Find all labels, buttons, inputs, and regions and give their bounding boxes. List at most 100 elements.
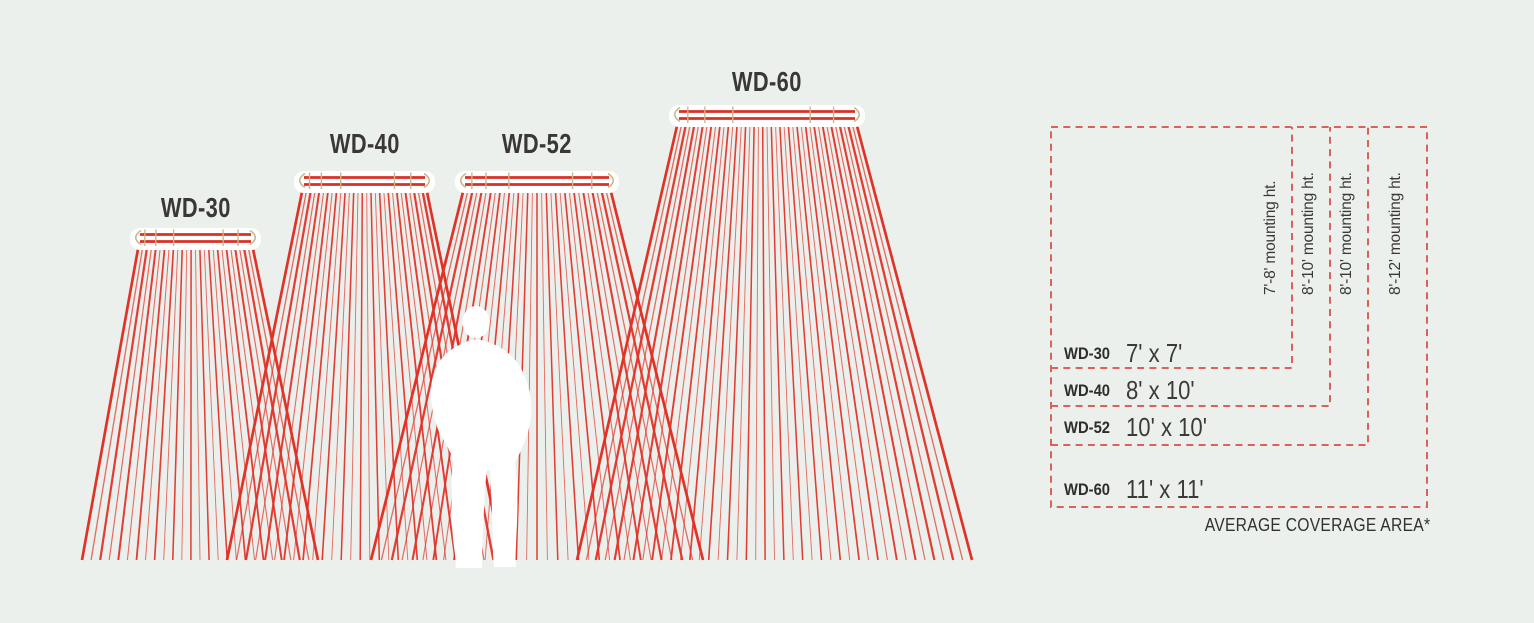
beam-ray — [380, 191, 469, 561]
fixture-endcap-right — [423, 172, 431, 189]
beam-ray — [761, 125, 766, 561]
mounting-height-label-wd-30: 7'-8' mounting ht. — [1262, 180, 1279, 295]
fixture-wd-52 — [455, 171, 619, 193]
beam-ray — [255, 191, 316, 561]
beam-ray — [340, 191, 355, 561]
fixture-endcap-right — [607, 172, 615, 189]
beam-ray — [813, 125, 879, 561]
legend-coverage-text: 8' x 10' — [1126, 375, 1195, 405]
fan-wd-60 — [575, 125, 974, 561]
heater-label-text: WD-60 — [732, 66, 802, 97]
legend-model-label: WD-52 — [1064, 412, 1117, 443]
legend-coverage-text: 10' x 10' — [1126, 412, 1207, 442]
beam-ray — [679, 125, 725, 561]
beam-ray — [181, 248, 188, 561]
legend-row-wd-40: WD-40 8' x 10' — [1064, 375, 1324, 406]
beam-ray — [144, 248, 170, 561]
heater-label-wd-60: WD-60 — [657, 66, 877, 98]
beam-ray — [390, 191, 474, 561]
beam-ray — [559, 191, 590, 561]
beam-ray — [244, 191, 312, 561]
beam-ray — [221, 248, 256, 561]
mounting-height-label-wd-60: 8'-12' mounting ht. — [1387, 172, 1404, 295]
beam-ray — [698, 125, 734, 561]
beam-ray — [554, 191, 580, 561]
beam-ray — [838, 125, 936, 561]
beam-ray — [195, 248, 201, 561]
beam-ray — [809, 125, 870, 561]
legend-coverage-value: 8' x 10' — [1126, 375, 1207, 405]
beam-ray — [573, 191, 621, 561]
beam-ray — [821, 125, 898, 561]
beam-ray — [779, 125, 804, 561]
beam-ray — [575, 125, 679, 561]
heater-label-text: WD-30 — [161, 192, 231, 223]
beam-ray — [321, 191, 346, 561]
fixture-housing — [455, 171, 619, 193]
beam-ray — [585, 125, 682, 561]
heater-label-wd-40: WD-40 — [255, 128, 475, 160]
beam-ray — [541, 191, 548, 561]
fixture-endcap-left — [459, 172, 467, 189]
legend-row-wd-60: WD-60 11' x 11' — [1064, 474, 1324, 505]
beam-ray — [359, 191, 364, 561]
beam-ray — [208, 248, 228, 561]
mounting-height-label-wd-40: 8'-10' mounting ht. — [1300, 172, 1317, 295]
beam-ray — [800, 125, 851, 561]
fixture-endcap-left — [673, 106, 681, 123]
beam-ray — [689, 125, 730, 561]
beam-ray — [847, 125, 955, 561]
legend-box-wd-30 — [1051, 127, 1293, 369]
fixture-housing — [669, 105, 865, 127]
beam-ray — [293, 191, 333, 561]
beam-ray — [239, 248, 292, 561]
beam-ray — [726, 125, 747, 561]
beam-ray — [796, 125, 842, 561]
beam-ray — [783, 125, 813, 561]
fixture-endcap-left — [134, 229, 142, 246]
beam-ray — [545, 191, 559, 561]
beam-ray — [582, 191, 642, 561]
beam-ray — [387, 191, 419, 561]
beam-ray — [550, 191, 569, 561]
fixture-wd-40 — [294, 171, 435, 193]
legend-coverage-text: 11' x 11' — [1126, 474, 1204, 504]
beam-ray — [613, 125, 696, 561]
beam-ray — [90, 248, 144, 561]
legend-box-wd-52 — [1051, 127, 1369, 446]
beam-ray — [99, 248, 148, 561]
legend-caption: AVERAGE COVERAGE AREA* — [1000, 515, 1430, 536]
beam-ray — [670, 125, 721, 561]
legend-box-wd-60 — [1050, 126, 1428, 508]
legend-row-wd-52: WD-52 10' x 10' — [1064, 412, 1324, 443]
beam-ray — [366, 191, 371, 561]
beam-ray — [172, 248, 183, 561]
beam-ray — [817, 125, 888, 561]
legend-coverage-value: 7' x 7' — [1126, 338, 1192, 368]
fixture-wd-30 — [130, 228, 261, 250]
legend-caption-text: AVERAGE COVERAGE AREA* — [1204, 515, 1430, 535]
beam-ray — [526, 191, 533, 561]
legend-coverage-value: 10' x 10' — [1126, 412, 1221, 442]
beam-ray — [331, 191, 350, 561]
legend-boxes — [1050, 126, 1428, 508]
heater-label-text: WD-40 — [330, 128, 400, 159]
beam-ray — [830, 125, 917, 561]
person-silhouette — [430, 306, 532, 568]
beam-ray — [108, 248, 152, 561]
beam-ray — [274, 191, 325, 561]
person-head — [462, 306, 490, 338]
fixture-endcap-right — [853, 106, 861, 123]
legend-model-text: WD-30 — [1064, 344, 1111, 363]
heater-label-wd-52: WD-52 — [427, 128, 647, 160]
legend-model-label: WD-30 — [1064, 338, 1117, 369]
fixture-housing — [130, 228, 261, 250]
beam-ray — [717, 125, 742, 561]
legend-model-text: WD-40 — [1064, 381, 1111, 400]
beam-ray — [230, 248, 274, 561]
legend-model-label: WD-40 — [1064, 375, 1117, 406]
beam-ray — [563, 191, 601, 561]
beam-ray — [755, 125, 759, 561]
beam-ray — [745, 125, 755, 561]
